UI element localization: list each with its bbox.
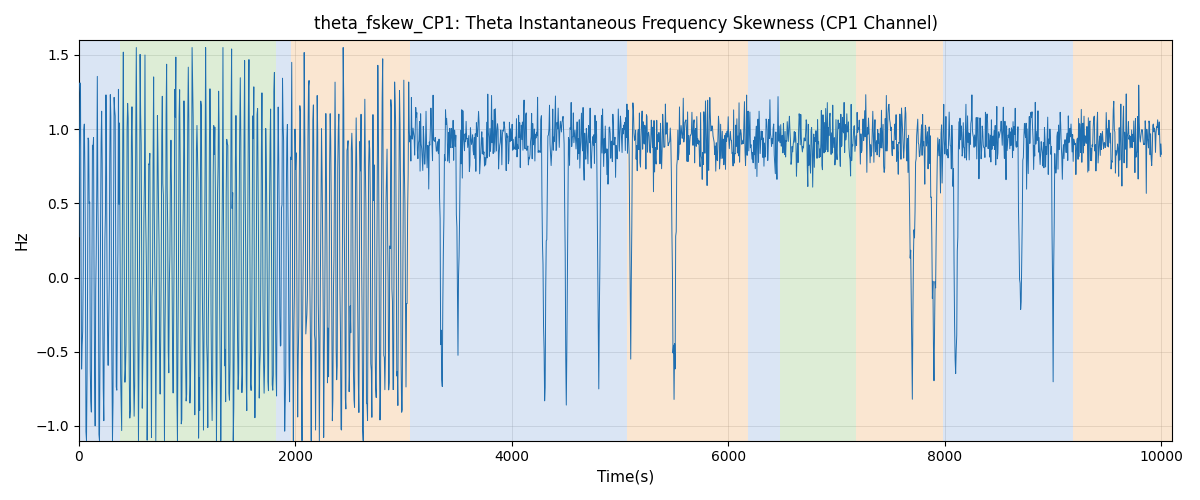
Bar <box>1073 40 1172 440</box>
Bar <box>120 40 276 440</box>
Bar <box>943 40 1073 440</box>
Bar <box>856 40 943 440</box>
Bar <box>79 40 120 440</box>
Bar <box>780 40 856 440</box>
Bar <box>748 40 780 440</box>
X-axis label: Time(s): Time(s) <box>596 470 654 485</box>
Title: theta_fskew_CP1: Theta Instantaneous Frequency Skewness (CP1 Channel): theta_fskew_CP1: Theta Instantaneous Fre… <box>313 15 937 34</box>
Y-axis label: Hz: Hz <box>14 230 30 250</box>
Bar <box>292 40 410 440</box>
Bar <box>626 40 748 440</box>
Bar <box>410 40 626 440</box>
Bar <box>276 40 292 440</box>
